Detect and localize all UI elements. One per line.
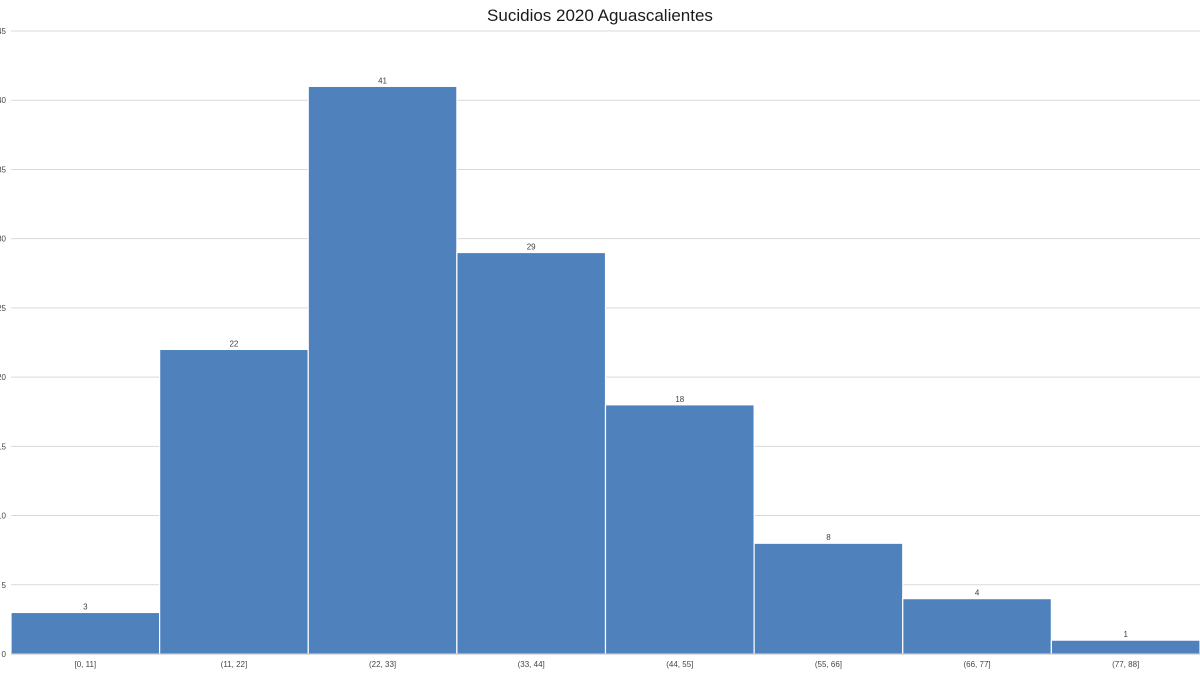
y-tick-label: 30 <box>0 235 7 244</box>
bar-data-label: 22 <box>229 339 238 348</box>
x-tick-label: (33, 44] <box>518 660 545 669</box>
x-tick-label: (22, 33] <box>369 660 396 669</box>
y-tick-label: 5 <box>2 581 7 590</box>
histogram-bar <box>10 611 161 655</box>
y-tick-label: 35 <box>0 165 7 174</box>
bar-data-label: 29 <box>527 243 536 252</box>
chart-title: Sucidios 2020 Aguascalientes <box>487 6 713 25</box>
bar-data-label: 41 <box>378 76 387 85</box>
bar-data-label: 18 <box>675 395 684 404</box>
bar-data-label: 3 <box>83 602 88 611</box>
x-axis-ticks: [0, 11] (11, 22] (22, 33] (33, 44] (44, 55] (… <box>74 660 1139 669</box>
bar-data-label: 8 <box>826 533 831 542</box>
histogram-bar <box>1050 639 1200 655</box>
y-tick-label: 20 <box>0 373 7 382</box>
x-tick-label: (44, 55] <box>666 660 693 669</box>
histogram-bar <box>159 348 309 655</box>
y-tick-label: 45 <box>0 27 7 36</box>
histogram-bar <box>456 251 607 655</box>
y-axis-ticks: 0 5 10 15 20 25 30 35 40 45 <box>0 27 7 659</box>
y-tick-label: 40 <box>0 96 7 105</box>
histogram-bar <box>307 85 458 655</box>
bars <box>10 85 1200 655</box>
bar-data-label: 4 <box>975 589 980 598</box>
bar-data-label: 1 <box>1123 630 1128 639</box>
histogram-bar <box>902 598 1052 655</box>
x-tick-label: (77, 88] <box>1112 660 1139 669</box>
x-tick-label: [0, 11] <box>74 660 96 669</box>
x-tick-label: (55, 66] <box>815 660 842 669</box>
x-tick-label: (66, 77] <box>963 660 990 669</box>
histogram-bar <box>753 542 904 655</box>
y-tick-label: 10 <box>0 512 7 521</box>
y-tick-label: 25 <box>0 304 7 313</box>
y-tick-label: 0 <box>2 650 7 659</box>
histogram-bar <box>604 404 755 655</box>
y-tick-label: 15 <box>0 442 7 451</box>
x-tick-label: (11, 22] <box>221 660 248 669</box>
